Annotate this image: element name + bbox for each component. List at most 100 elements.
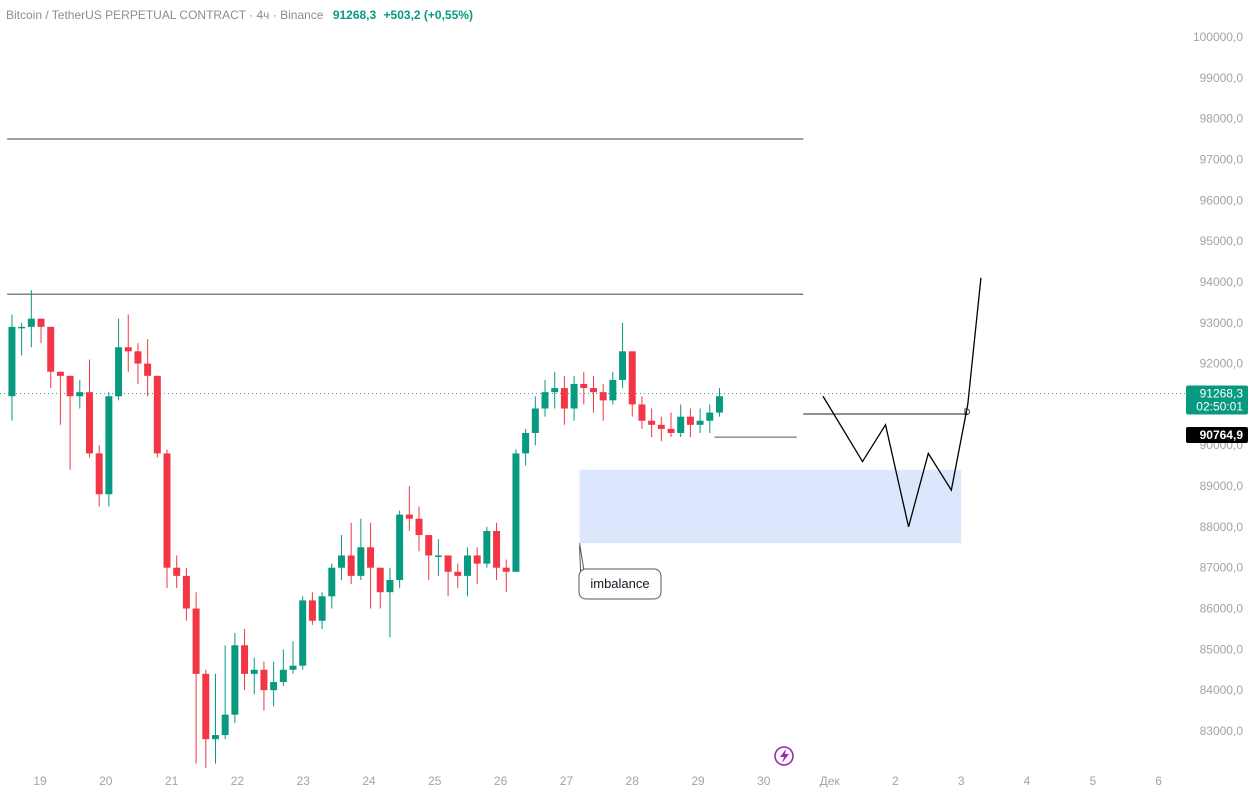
price-tick-label: 93000,0 [1200, 316, 1244, 330]
price-tick-label: 89000,0 [1200, 479, 1244, 493]
level-line-label: D [964, 407, 971, 417]
time-axis[interactable]: 19 20 21 22 23 24 25 26 27 28 29 30 Дек 2 3 4 5 6 [33, 774, 1162, 788]
chart-header: Bitcoin / TetherUS PERPETUAL CONTRACT · … [6, 8, 473, 22]
candle-body [405, 514, 413, 519]
candle-body [299, 600, 307, 666]
candle-body [502, 567, 510, 572]
candle-body [386, 579, 394, 593]
alert-icon[interactable] [774, 746, 794, 766]
candle-body [85, 392, 93, 454]
candle-body [619, 351, 627, 380]
candle-body [115, 347, 123, 397]
candle-body [95, 453, 103, 495]
candle-body [677, 416, 685, 433]
candle-body [609, 379, 617, 401]
candle-body [454, 571, 462, 576]
price-tick-label: 98000,0 [1200, 112, 1244, 126]
time-tick-label: 30 [757, 774, 771, 788]
candle-body [153, 375, 161, 454]
price-tick-label: 87000,0 [1200, 561, 1244, 575]
candle-body [231, 645, 239, 715]
imbalance-zone [579, 469, 962, 544]
time-tick-label: 5 [1089, 774, 1096, 788]
candle-body [250, 669, 258, 674]
price-badges: 91268,302:50:01 90764,9 [1186, 385, 1248, 444]
candle-body [105, 396, 113, 495]
candle-body [124, 347, 132, 352]
candle-body [241, 645, 249, 674]
level-badge [1186, 427, 1248, 444]
annotation-box[interactable] [578, 568, 662, 600]
time-tick-label: 28 [626, 774, 640, 788]
time-tick-label: 6 [1155, 774, 1162, 788]
candle-body [551, 388, 559, 393]
imbalance-zone-layer [579, 469, 962, 544]
candle-body [270, 682, 278, 691]
candle-body [463, 555, 471, 576]
price-tick-label: 92000,0 [1200, 357, 1244, 371]
candle-body [570, 384, 578, 409]
imbalance-annotation[interactable]: imbalance [578, 543, 662, 600]
price-tick-label: 94000,0 [1200, 275, 1244, 289]
candle-body [580, 384, 588, 389]
candle-body [541, 392, 549, 409]
time-tick-label: 19 [33, 774, 47, 788]
candle-body [706, 412, 714, 421]
header-price: 91268,3 [332, 8, 377, 22]
last-price-text: 91268,3 [1200, 386, 1244, 400]
price-tick-label: 99000,0 [1200, 71, 1244, 85]
candle-body [493, 530, 501, 568]
price-tick-label: 88000,0 [1200, 520, 1244, 534]
candle-body [715, 396, 723, 413]
candle-body [163, 453, 171, 568]
candle-body [357, 547, 365, 576]
time-tick-label: 3 [958, 774, 965, 788]
candle-body [638, 404, 646, 421]
candle-body [686, 416, 694, 425]
price-tick-label: 95000,0 [1200, 234, 1244, 248]
candle-body [8, 326, 16, 397]
candle-body [144, 363, 152, 376]
candle-body [367, 547, 375, 568]
candle-body [279, 669, 287, 683]
candle-body [376, 567, 384, 593]
candle-body [444, 555, 452, 572]
candle-body [425, 535, 433, 556]
candle-body [483, 530, 491, 564]
price-tick-label: 85000,0 [1200, 642, 1244, 656]
symbol-title[interactable]: Bitcoin / TetherUS PERPETUAL CONTRACT · … [6, 8, 324, 22]
forecast-layer [822, 277, 982, 528]
candle-body [66, 375, 74, 397]
candle-body [589, 388, 597, 393]
candle-body [531, 408, 539, 433]
price-tick-label: 100000,0 [1193, 30, 1243, 44]
candle-body [134, 351, 142, 364]
time-tick-label: 2 [892, 774, 899, 788]
time-tick-label: 21 [165, 774, 179, 788]
candle-body [560, 388, 568, 409]
forecast-path [822, 277, 982, 528]
time-tick-label: 20 [99, 774, 113, 788]
time-tick-label: 25 [428, 774, 442, 788]
price-tick-label: 84000,0 [1200, 683, 1244, 697]
candles-layer [8, 290, 723, 768]
candle-body [56, 371, 64, 376]
price-axis[interactable]: 100000,0 99000,0 98000,0 97000,0 96000,0 9500… [1193, 30, 1243, 738]
price-tick-label: 97000,0 [1200, 152, 1244, 166]
candle-body [696, 420, 704, 425]
candle-body [202, 673, 210, 740]
candle-body [657, 424, 665, 429]
candle-body [173, 567, 181, 576]
candle-body [76, 392, 84, 397]
candle-body [27, 318, 35, 327]
candle-body [415, 518, 423, 536]
time-tick-label: 29 [691, 774, 705, 788]
candle-body [512, 453, 520, 572]
time-tick-label: 27 [560, 774, 574, 788]
candle-body [328, 567, 336, 597]
header-change: +503,2 (+0,55%) [383, 8, 473, 22]
candle-body [289, 665, 297, 670]
candle-body [648, 420, 656, 425]
